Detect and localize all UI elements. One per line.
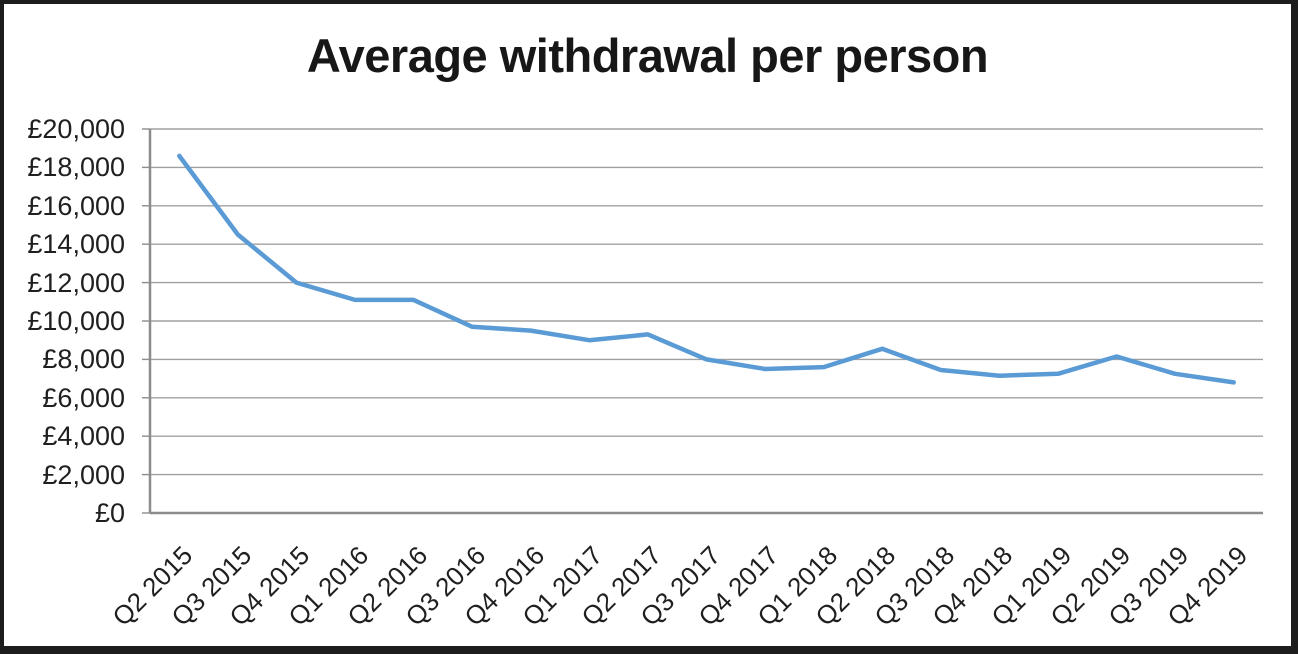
y-tick-label: £18,000 [27,152,125,183]
plot-area [142,128,1263,515]
y-tick-label: £4,000 [42,421,125,452]
y-tick-label: £8,000 [42,344,125,375]
y-tick-label: £14,000 [27,229,125,260]
y-tick-label: £20,000 [27,114,125,144]
y-tick-label: £0 [94,498,125,528]
y-tick-label: £16,000 [27,190,125,221]
y-tick-label: £2,000 [42,459,125,490]
chart-title: Average withdrawal per person [306,29,989,82]
y-tick-label: £12,000 [27,267,125,298]
series-line [177,153,1236,385]
y-tick-label: £6,000 [42,382,125,413]
y-tick-label: £10,000 [27,306,125,336]
